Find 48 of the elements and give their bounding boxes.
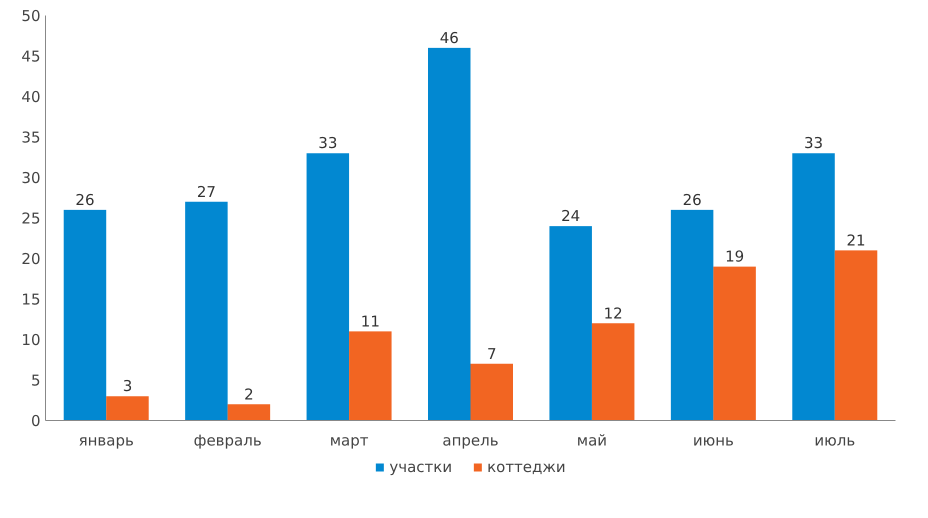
bar xyxy=(228,404,270,420)
data-label: 46 xyxy=(440,28,459,47)
y-tick-label: 40 xyxy=(21,88,41,106)
data-label: 24 xyxy=(561,207,580,226)
x-tick-label: март xyxy=(330,432,369,450)
data-label: 12 xyxy=(604,304,623,322)
x-tick-label: апрель xyxy=(442,432,499,450)
y-tick-label: 25 xyxy=(21,210,41,228)
data-label: 19 xyxy=(725,248,744,266)
bar xyxy=(792,153,835,420)
x-tick-label: февраль xyxy=(194,432,262,450)
y-tick-label: 15 xyxy=(21,290,41,308)
data-label: 26 xyxy=(682,190,702,209)
legend-label: участки xyxy=(389,458,452,476)
y-tick-label: 35 xyxy=(21,128,41,146)
bar xyxy=(470,364,513,420)
bar xyxy=(306,153,350,420)
bar xyxy=(834,250,878,420)
bar xyxy=(64,210,106,420)
data-label: 33 xyxy=(318,134,338,152)
data-label: 3 xyxy=(122,377,132,396)
y-tick-label: 45 xyxy=(21,48,41,66)
bar xyxy=(349,331,392,420)
data-label: 11 xyxy=(360,312,380,330)
y-tick-label: 50 xyxy=(21,7,41,25)
x-tick-label: июль xyxy=(814,432,856,450)
x-tick-label: июнь xyxy=(692,432,734,450)
data-label: 7 xyxy=(486,344,497,363)
bar xyxy=(428,48,470,420)
data-label: 26 xyxy=(75,190,95,209)
bar xyxy=(713,266,756,420)
data-label: 33 xyxy=(804,134,824,152)
data-label: 2 xyxy=(244,385,254,404)
bar xyxy=(106,396,149,420)
y-tick-label: 5 xyxy=(30,372,41,390)
y-tick-label: 30 xyxy=(21,169,41,187)
data-label: 21 xyxy=(846,231,866,250)
y-tick-label: 20 xyxy=(21,250,41,268)
bar xyxy=(592,323,634,420)
data-label: 27 xyxy=(196,182,216,201)
bar xyxy=(549,226,592,420)
bar xyxy=(670,210,714,420)
x-tick-label: январь xyxy=(78,432,134,450)
y-tick-label: 10 xyxy=(21,331,41,349)
bar xyxy=(185,202,228,420)
legend-label: коттеджи xyxy=(487,458,566,476)
x-tick-label: май xyxy=(576,432,608,450)
y-tick-label: 0 xyxy=(30,412,41,430)
